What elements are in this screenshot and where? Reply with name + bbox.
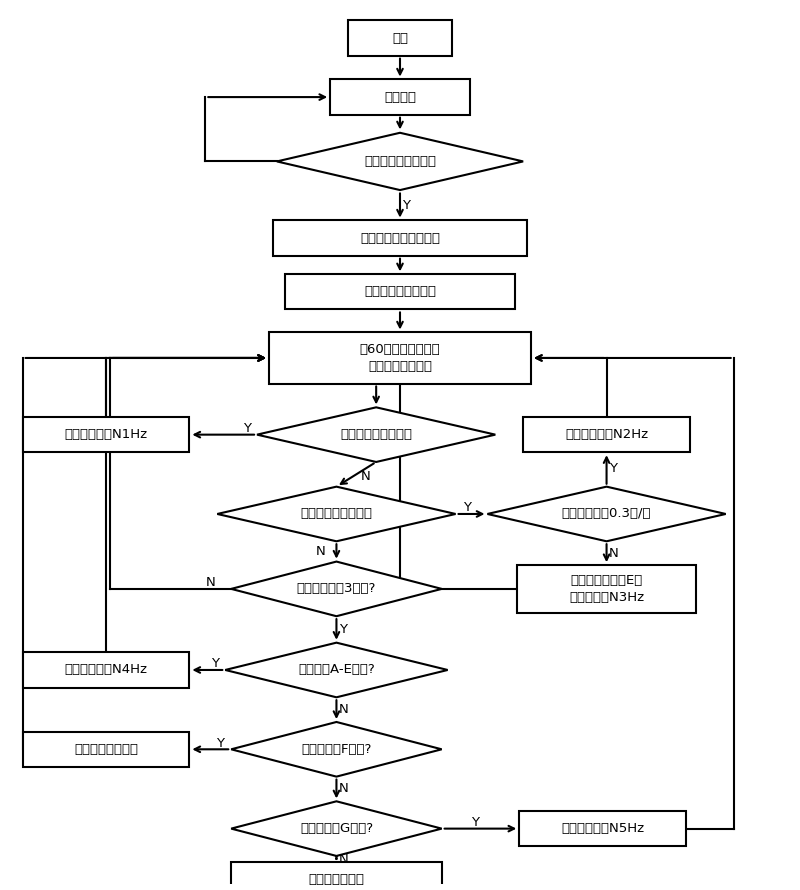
Text: 频率立即升高N4Hz: 频率立即升高N4Hz [65, 663, 147, 676]
Text: 维持该区间达3分钟?: 维持该区间达3分钟? [297, 582, 376, 595]
Text: 频率立即降低N2Hz: 频率立即降低N2Hz [565, 428, 648, 441]
Text: 维持当前频率至E温
差区间后降N3Hz: 维持当前频率至E温 差区间后降N3Hz [569, 574, 644, 604]
FancyBboxPatch shape [22, 732, 190, 767]
FancyBboxPatch shape [285, 274, 515, 310]
Text: Y: Y [242, 422, 250, 435]
Polygon shape [218, 487, 456, 541]
Text: 温差是否于F区间?: 温差是否于F区间? [302, 743, 372, 756]
FancyBboxPatch shape [22, 417, 190, 452]
Text: 开机: 开机 [392, 31, 408, 44]
Text: 等待稳定运行数分钟: 等待稳定运行数分钟 [364, 286, 436, 298]
Polygon shape [257, 408, 495, 462]
Polygon shape [226, 643, 448, 697]
FancyBboxPatch shape [22, 652, 190, 688]
FancyBboxPatch shape [273, 221, 527, 255]
Text: Y: Y [471, 816, 479, 829]
FancyBboxPatch shape [523, 417, 690, 452]
FancyBboxPatch shape [269, 332, 531, 384]
Polygon shape [231, 722, 442, 777]
Polygon shape [231, 801, 442, 856]
FancyBboxPatch shape [330, 79, 470, 115]
Text: Y: Y [463, 501, 471, 514]
Text: 频率立即升高N1Hz: 频率立即升高N1Hz [65, 428, 148, 441]
Text: N: N [206, 576, 216, 589]
FancyBboxPatch shape [231, 862, 442, 890]
FancyBboxPatch shape [348, 20, 452, 56]
Text: N: N [339, 703, 349, 716]
Text: 温差有向下区间变化: 温差有向下区间变化 [301, 507, 373, 521]
Polygon shape [231, 562, 442, 616]
Text: N: N [609, 547, 618, 560]
Text: 根据温差给定目标频率: 根据温差给定目标频率 [360, 231, 440, 245]
Polygon shape [277, 133, 523, 190]
Polygon shape [487, 487, 726, 541]
Text: 获取温差: 获取温差 [384, 91, 416, 103]
Text: N: N [339, 853, 349, 866]
Text: Y: Y [216, 737, 224, 749]
FancyBboxPatch shape [517, 564, 696, 613]
Text: 停止压缩机运行: 停止压缩机运行 [309, 873, 365, 886]
Text: Y: Y [402, 199, 410, 212]
Text: N: N [361, 470, 370, 482]
Text: N: N [339, 782, 349, 796]
FancyBboxPatch shape [519, 811, 686, 846]
Text: Y: Y [609, 462, 617, 474]
Text: 温差有向上区间变化: 温差有向上区间变化 [340, 428, 412, 441]
Text: 变化速率超过0.3度/分: 变化速率超过0.3度/分 [562, 507, 651, 521]
Text: 每60秒检测一次温差
并计算温差变化率: 每60秒检测一次温差 并计算温差变化率 [360, 343, 440, 373]
Text: N: N [315, 546, 326, 558]
Text: 频率立即降低N5Hz: 频率立即降低N5Hz [561, 822, 644, 835]
Text: Y: Y [339, 623, 347, 636]
Text: 温差满足开压缩机否: 温差满足开压缩机否 [364, 155, 436, 168]
Text: 保持当前频率运行: 保持当前频率运行 [74, 743, 138, 756]
Text: 温差位于A-E区间?: 温差位于A-E区间? [298, 663, 375, 676]
Text: 温差是否于G区间?: 温差是否于G区间? [300, 822, 373, 835]
Text: Y: Y [211, 658, 219, 670]
